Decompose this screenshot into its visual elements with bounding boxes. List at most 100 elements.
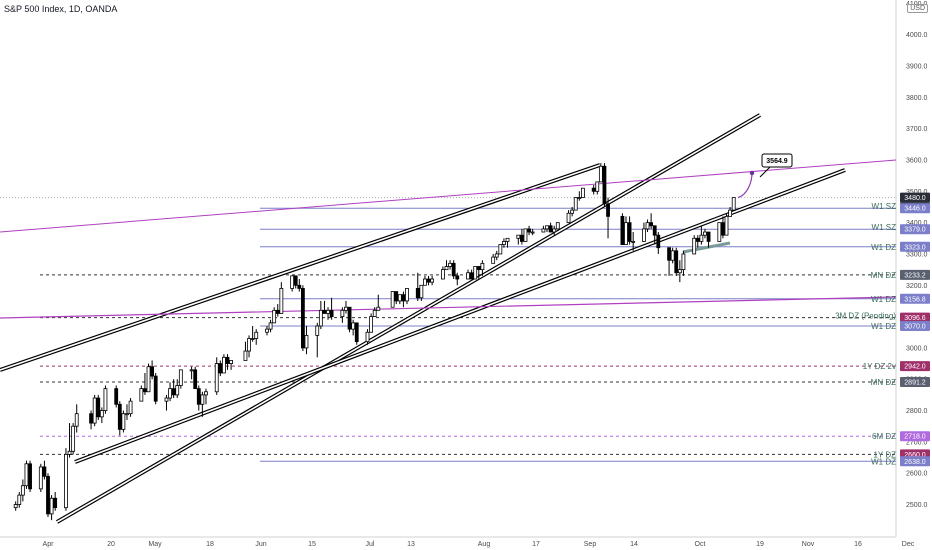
trendlines [0, 113, 897, 524]
candle-body [344, 306, 348, 311]
purple-resistance-line [0, 159, 897, 233]
candle-body [265, 328, 269, 333]
x-tick-label: 20 [107, 541, 115, 548]
candle-body [67, 450, 72, 455]
price-tag [900, 361, 930, 372]
candle-body [674, 250, 679, 274]
candle-body [351, 322, 356, 330]
callout-box [761, 153, 793, 168]
price-tag [900, 293, 930, 304]
x-tick-label: 15 [308, 541, 316, 548]
candle-body [397, 294, 402, 302]
x-tick-label: Sep [584, 541, 597, 548]
upper-channel-line-inner [0, 164, 601, 371]
zone-label: 3M DZ (Pending) [835, 312, 896, 321]
candle-body [178, 369, 183, 386]
candle-body [128, 400, 133, 415]
candle-body [530, 231, 535, 234]
candle-body [627, 222, 632, 242]
candle-body [369, 316, 374, 333]
zone-label: 6M DZ [872, 432, 896, 441]
candle-body [372, 309, 377, 317]
price-tag [900, 312, 930, 323]
candle-body [279, 288, 284, 314]
candle-body [440, 269, 445, 280]
price-tag [900, 224, 930, 235]
candle-body [473, 266, 478, 280]
candle-body [430, 278, 435, 283]
x-tick-label: Dec [902, 541, 915, 548]
candle-body [146, 366, 151, 393]
candle-body [455, 275, 460, 280]
candle-body [695, 237, 700, 242]
candle-body [153, 375, 158, 402]
candle-body [96, 397, 101, 418]
candle-body [229, 360, 233, 364]
candle-body [502, 241, 506, 245]
candle-body [670, 250, 675, 261]
candle-body [254, 331, 259, 339]
candle-body [24, 463, 29, 487]
candle-body [125, 413, 129, 416]
y-tick-label: 3300.0 [906, 251, 928, 258]
candle-body [318, 309, 323, 327]
candle-body [300, 288, 305, 349]
x-tick-label: Apr [43, 541, 55, 548]
candle-body [376, 306, 381, 311]
purple-support-line [0, 296, 897, 319]
y-tick-label: 2800.0 [906, 408, 928, 415]
candle-body [570, 209, 575, 214]
candle-body [523, 228, 528, 242]
candle-body [46, 475, 50, 515]
candle-body [89, 413, 93, 424]
candle-body [92, 397, 97, 424]
candle-body [218, 363, 223, 374]
candle-body [681, 253, 686, 271]
candle-body [117, 403, 122, 430]
currency-badge[interactable]: USD [907, 4, 928, 13]
candle-body [505, 237, 510, 242]
candle-body [347, 306, 352, 330]
price-tag-label: 3156.8 [904, 296, 926, 303]
price-tag [900, 192, 930, 203]
y-tick-label: 3500.0 [906, 189, 928, 196]
candle-body [103, 388, 108, 411]
candle-body [548, 225, 553, 233]
candle-body [290, 275, 295, 289]
candle-body [480, 262, 485, 271]
price-tag-label: 3446.0 [904, 206, 926, 213]
price-tag-label: 3233.2 [904, 272, 926, 279]
candle-body [677, 269, 682, 274]
candle-body [175, 385, 180, 396]
price-tag-label: 3323.0 [904, 244, 926, 251]
candle-body [566, 212, 571, 224]
y-tick-label: 3700.0 [906, 126, 928, 133]
candle-body [642, 228, 646, 242]
x-tick-label: May [148, 541, 162, 548]
candle-body [469, 272, 474, 280]
candle-body [692, 237, 697, 255]
zone-label: W1 DZ [871, 457, 896, 466]
candle-body [222, 356, 226, 374]
zone-label: W1 DZ [871, 322, 896, 331]
candle-body [645, 222, 650, 230]
candle-body [247, 338, 251, 352]
candle-body [196, 388, 201, 405]
zone-label: W1 DZ [871, 243, 896, 252]
candle-body [99, 410, 104, 418]
y-tick-label: 3600.0 [906, 158, 928, 165]
candle-body [595, 181, 600, 192]
candle-body [200, 394, 205, 405]
candle-body [731, 197, 736, 211]
y-tick-label: 3400.0 [906, 220, 928, 227]
projection-curve [737, 172, 753, 199]
candle-body [204, 391, 208, 396]
candle-body [498, 244, 503, 255]
candle-body [304, 334, 309, 349]
x-tick-label: Aug [478, 541, 491, 548]
price-tag [900, 376, 930, 387]
candle-body [426, 278, 431, 283]
price-tag [900, 203, 930, 214]
